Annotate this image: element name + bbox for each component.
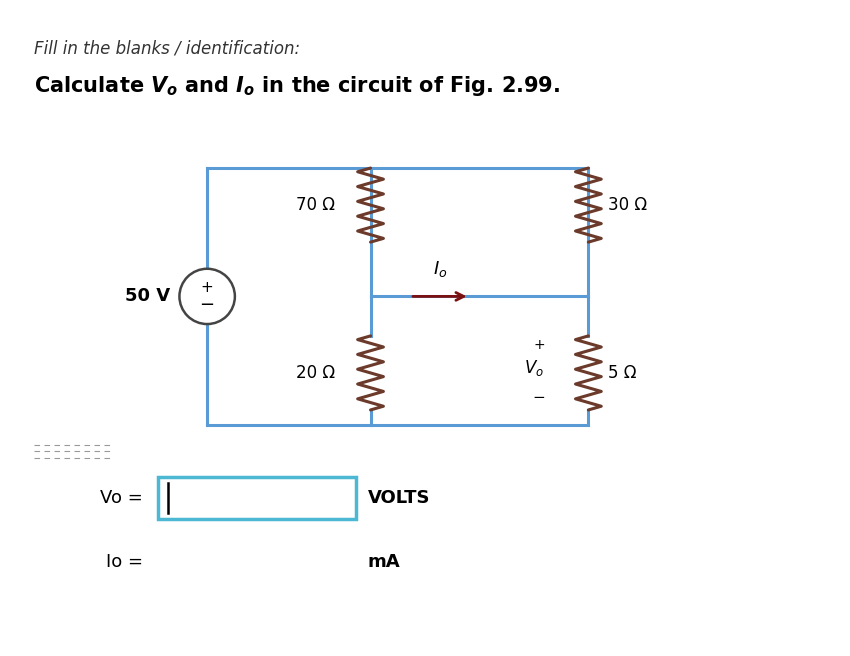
Text: Fill in the blanks / identification:: Fill in the blanks / identification: [34, 40, 300, 58]
Circle shape [179, 269, 235, 324]
Text: $I_o$: $I_o$ [433, 258, 447, 279]
Text: 20 Ω: 20 Ω [297, 364, 336, 382]
Text: +: + [533, 338, 545, 352]
Text: $V_o$: $V_o$ [524, 358, 544, 378]
Text: −: − [532, 390, 545, 405]
Text: Calculate $\bfit{V_o}$ and $\bfit{I_o}$ in the circuit of Fig. 2.99.: Calculate $\bfit{V_o}$ and $\bfit{I_o}$ … [34, 74, 560, 98]
Text: +: + [201, 280, 213, 295]
Text: 30 Ω: 30 Ω [609, 196, 648, 214]
Text: mA: mA [367, 553, 400, 571]
Text: VOLTS: VOLTS [367, 489, 430, 507]
Text: Io =: Io = [105, 553, 143, 571]
Text: 70 Ω: 70 Ω [297, 196, 335, 214]
Text: 5 Ω: 5 Ω [609, 364, 637, 382]
Text: Vo =: Vo = [100, 489, 143, 507]
FancyBboxPatch shape [157, 477, 355, 518]
Text: 50 V: 50 V [125, 287, 170, 306]
Text: −: − [200, 297, 215, 314]
